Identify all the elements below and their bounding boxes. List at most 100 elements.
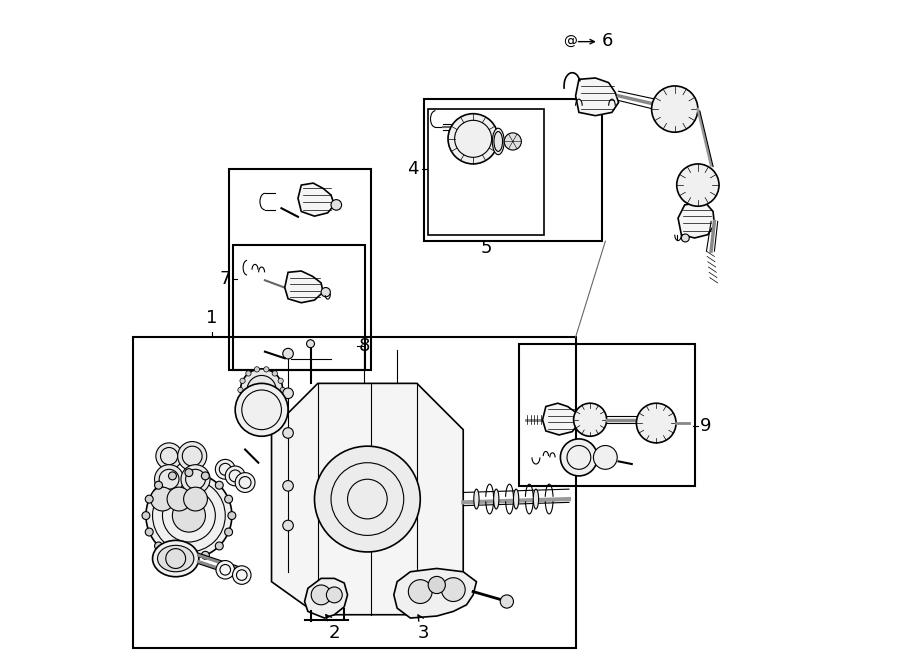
Ellipse shape — [492, 128, 504, 155]
Circle shape — [216, 561, 235, 579]
Circle shape — [225, 495, 232, 503]
Circle shape — [235, 473, 255, 492]
Circle shape — [311, 585, 331, 605]
Circle shape — [181, 465, 210, 494]
Circle shape — [321, 288, 330, 297]
Circle shape — [215, 459, 235, 479]
Circle shape — [184, 487, 207, 511]
Circle shape — [240, 369, 283, 411]
Circle shape — [228, 512, 236, 520]
Circle shape — [238, 387, 243, 393]
Circle shape — [246, 371, 251, 376]
Circle shape — [145, 528, 153, 536]
Circle shape — [272, 371, 277, 376]
Circle shape — [280, 387, 285, 393]
Circle shape — [331, 200, 342, 210]
Bar — [233, 245, 365, 370]
Circle shape — [155, 481, 163, 489]
Circle shape — [255, 408, 259, 413]
Circle shape — [215, 481, 223, 489]
Polygon shape — [678, 202, 715, 238]
Text: 2: 2 — [328, 624, 340, 642]
Polygon shape — [576, 78, 618, 116]
Circle shape — [314, 446, 420, 552]
Circle shape — [428, 576, 446, 594]
Polygon shape — [394, 568, 476, 618]
Circle shape — [283, 388, 293, 399]
Ellipse shape — [153, 541, 199, 576]
Circle shape — [264, 408, 269, 413]
Circle shape — [155, 465, 184, 494]
Circle shape — [240, 378, 245, 383]
Circle shape — [278, 378, 284, 383]
Circle shape — [504, 133, 521, 150]
Circle shape — [441, 578, 465, 602]
Circle shape — [448, 114, 499, 164]
Circle shape — [283, 348, 293, 359]
Circle shape — [168, 551, 176, 559]
Circle shape — [184, 555, 193, 563]
Circle shape — [283, 520, 293, 531]
Circle shape — [168, 472, 176, 480]
Bar — [132, 337, 576, 648]
Circle shape — [561, 439, 598, 476]
Circle shape — [155, 542, 163, 550]
Ellipse shape — [514, 489, 518, 509]
Text: 5: 5 — [481, 239, 492, 257]
Circle shape — [636, 403, 676, 443]
Text: 6: 6 — [602, 32, 614, 50]
Circle shape — [225, 528, 232, 536]
Bar — [424, 99, 602, 241]
Circle shape — [202, 551, 210, 559]
Circle shape — [240, 397, 245, 402]
Circle shape — [307, 340, 314, 348]
Circle shape — [167, 487, 191, 511]
Circle shape — [142, 512, 150, 520]
Circle shape — [327, 587, 342, 603]
Circle shape — [232, 566, 251, 584]
Ellipse shape — [473, 489, 479, 509]
Text: 3: 3 — [418, 624, 429, 642]
Ellipse shape — [534, 489, 538, 509]
Circle shape — [177, 442, 207, 471]
Text: @: @ — [563, 34, 577, 49]
Circle shape — [145, 495, 153, 503]
Circle shape — [173, 499, 205, 532]
Circle shape — [500, 595, 514, 608]
Circle shape — [272, 404, 277, 409]
Circle shape — [225, 466, 245, 486]
Circle shape — [573, 403, 607, 436]
Circle shape — [264, 367, 269, 372]
Polygon shape — [298, 183, 334, 216]
Text: 7: 7 — [219, 270, 230, 288]
Bar — [519, 344, 695, 486]
Circle shape — [278, 397, 284, 402]
Bar — [229, 169, 371, 370]
Polygon shape — [272, 383, 464, 615]
Circle shape — [652, 86, 698, 132]
Polygon shape — [543, 403, 579, 435]
Circle shape — [677, 164, 719, 206]
Circle shape — [593, 446, 617, 469]
Circle shape — [255, 367, 259, 372]
Polygon shape — [304, 578, 347, 618]
Circle shape — [283, 481, 293, 491]
Text: 4: 4 — [407, 159, 418, 178]
Ellipse shape — [493, 489, 499, 509]
Text: 8: 8 — [359, 337, 370, 356]
Circle shape — [202, 472, 210, 480]
Circle shape — [215, 542, 223, 550]
Text: 9: 9 — [700, 417, 711, 436]
Text: 1: 1 — [206, 309, 218, 327]
Circle shape — [246, 404, 251, 409]
Circle shape — [146, 473, 232, 559]
Polygon shape — [284, 271, 323, 303]
Bar — [428, 109, 544, 235]
Circle shape — [409, 580, 432, 603]
Circle shape — [681, 234, 689, 242]
Ellipse shape — [158, 545, 194, 572]
Circle shape — [235, 383, 288, 436]
Circle shape — [184, 469, 193, 477]
Circle shape — [156, 443, 183, 469]
Circle shape — [283, 428, 293, 438]
